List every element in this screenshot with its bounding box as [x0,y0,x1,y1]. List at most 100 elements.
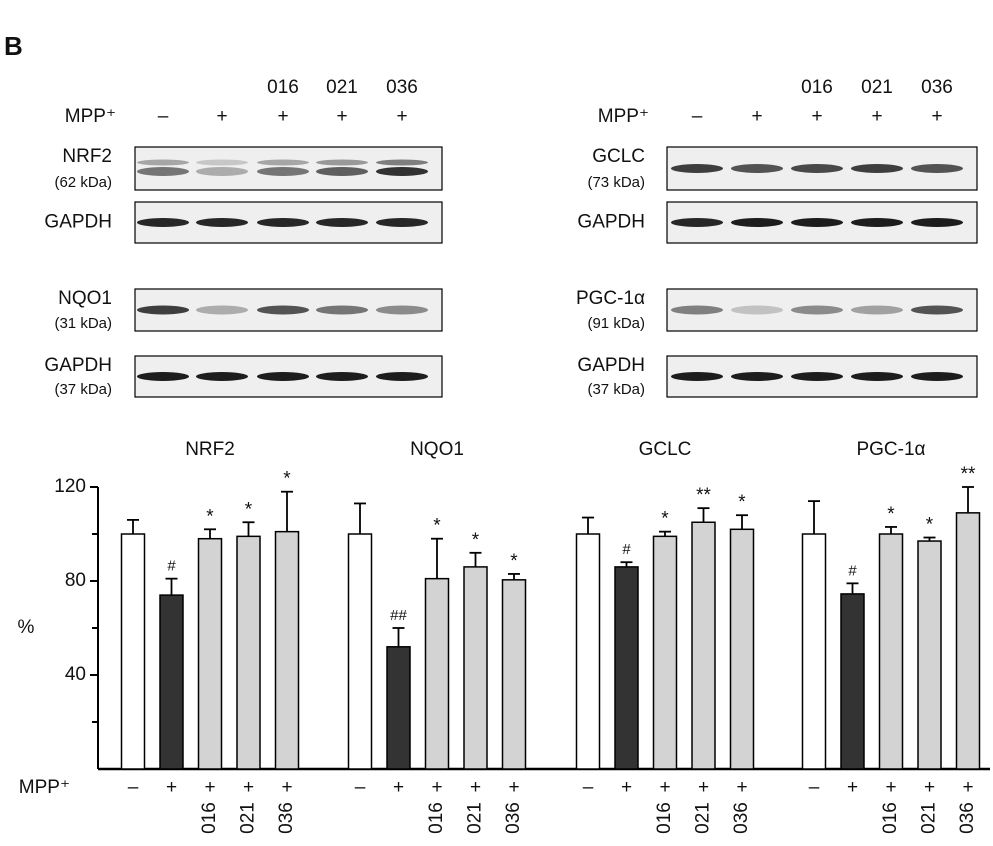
x-compound-label: 016 [880,802,901,834]
lane-compound: 021 [861,77,893,98]
blot-band [316,159,368,166]
blot-label: GCLC [592,146,645,167]
blot-band [791,218,843,227]
blot-band [196,159,248,166]
lane-treatment: – [158,106,169,127]
x-tick-label: + [470,777,481,798]
significance-mark: * [433,516,441,537]
lane-treatment: + [396,106,407,127]
significance-mark: ** [961,464,976,485]
x-tick-label: + [243,777,254,798]
blot-label: PGC-1α [576,288,645,309]
blot-band [196,167,248,176]
blot-band [196,218,248,227]
blot-band [911,305,963,315]
bar [801,533,827,770]
bar [691,521,716,770]
blot-band [731,164,783,173]
blot-band [316,167,368,176]
x-tick-label: + [508,777,519,798]
blot-size: (62 kDa) [54,174,112,191]
x-tick-label: + [393,777,404,798]
significance-mark: * [926,515,934,536]
significance-mark: # [167,558,176,575]
significance-mark: * [887,504,895,525]
blot-band [791,305,843,315]
lane-compound: 036 [921,77,953,98]
x-tick-label: – [128,777,139,798]
x-compound-label: 036 [503,802,524,834]
blot-band [911,218,963,227]
significance-mark: * [661,509,669,530]
group-title: NQO1 [410,439,464,460]
blot-band [911,372,963,381]
bar [917,540,942,770]
x-tick-label: + [166,777,177,798]
blot-band [851,164,903,173]
lane-compound: 016 [801,77,833,98]
lane-treatment: – [692,106,703,127]
bar [120,533,146,770]
x-tick-label: – [809,777,820,798]
lane-compound: 021 [326,77,358,98]
blot-band [791,164,843,173]
blot-band [257,159,309,166]
bar [197,537,223,770]
blot-label: NQO1 [58,288,112,309]
lane-compound: 016 [267,77,299,98]
blot-band [137,305,189,315]
blot-band [376,167,428,176]
blot-band [671,372,723,381]
blot-size: (73 kDa) [587,174,645,191]
group-title: GCLC [639,439,692,460]
blot-band [851,372,903,381]
blot-band [731,305,783,315]
blot-band [316,218,368,227]
bar [878,533,904,770]
significance-mark: # [622,541,631,558]
lane-label: MPP⁺ [65,106,116,127]
lane-treatment: + [811,106,822,127]
significance-mark: # [848,562,857,579]
blot-band [257,305,309,315]
blot-label: GAPDH [44,212,112,233]
blot-label: GAPDH [44,355,112,376]
x-tick-label: + [962,777,973,798]
x-tick-label: – [583,777,594,798]
blot-label: NRF2 [62,146,112,167]
blot-size: (37 kDa) [54,381,112,398]
bar [501,579,527,770]
blot-band [791,372,843,381]
x-tick-label: + [847,777,858,798]
significance-mark: * [738,492,746,513]
y-axis-label: % [18,617,35,638]
y-tick-label: 80 [65,570,86,591]
x-tick-label: + [659,777,670,798]
x-tick-label: + [281,777,292,798]
blot-band [137,372,189,381]
significance-mark: ** [696,485,711,506]
blot-size: (91 kDa) [587,315,645,332]
x-compound-label: 016 [654,802,675,834]
x-compound-label: 021 [238,802,259,834]
blot-band [196,305,248,315]
bar [386,646,411,770]
x-compound-label: 036 [957,802,978,834]
bar [274,530,300,770]
blot-band [731,218,783,227]
lane-treatment: + [751,106,762,127]
panel-label: B [4,31,23,61]
bar [614,566,639,770]
y-tick-label: 40 [65,664,86,685]
significance-mark: ## [390,607,407,624]
x-compound-label: 036 [276,802,297,834]
x-compound-label: 021 [919,802,940,834]
blot-band [731,372,783,381]
bar [575,533,601,770]
lane-compound: 036 [386,77,418,98]
bar [463,566,488,770]
x-compound-label: 016 [426,802,447,834]
bar [236,535,261,770]
blot-band [376,218,428,227]
